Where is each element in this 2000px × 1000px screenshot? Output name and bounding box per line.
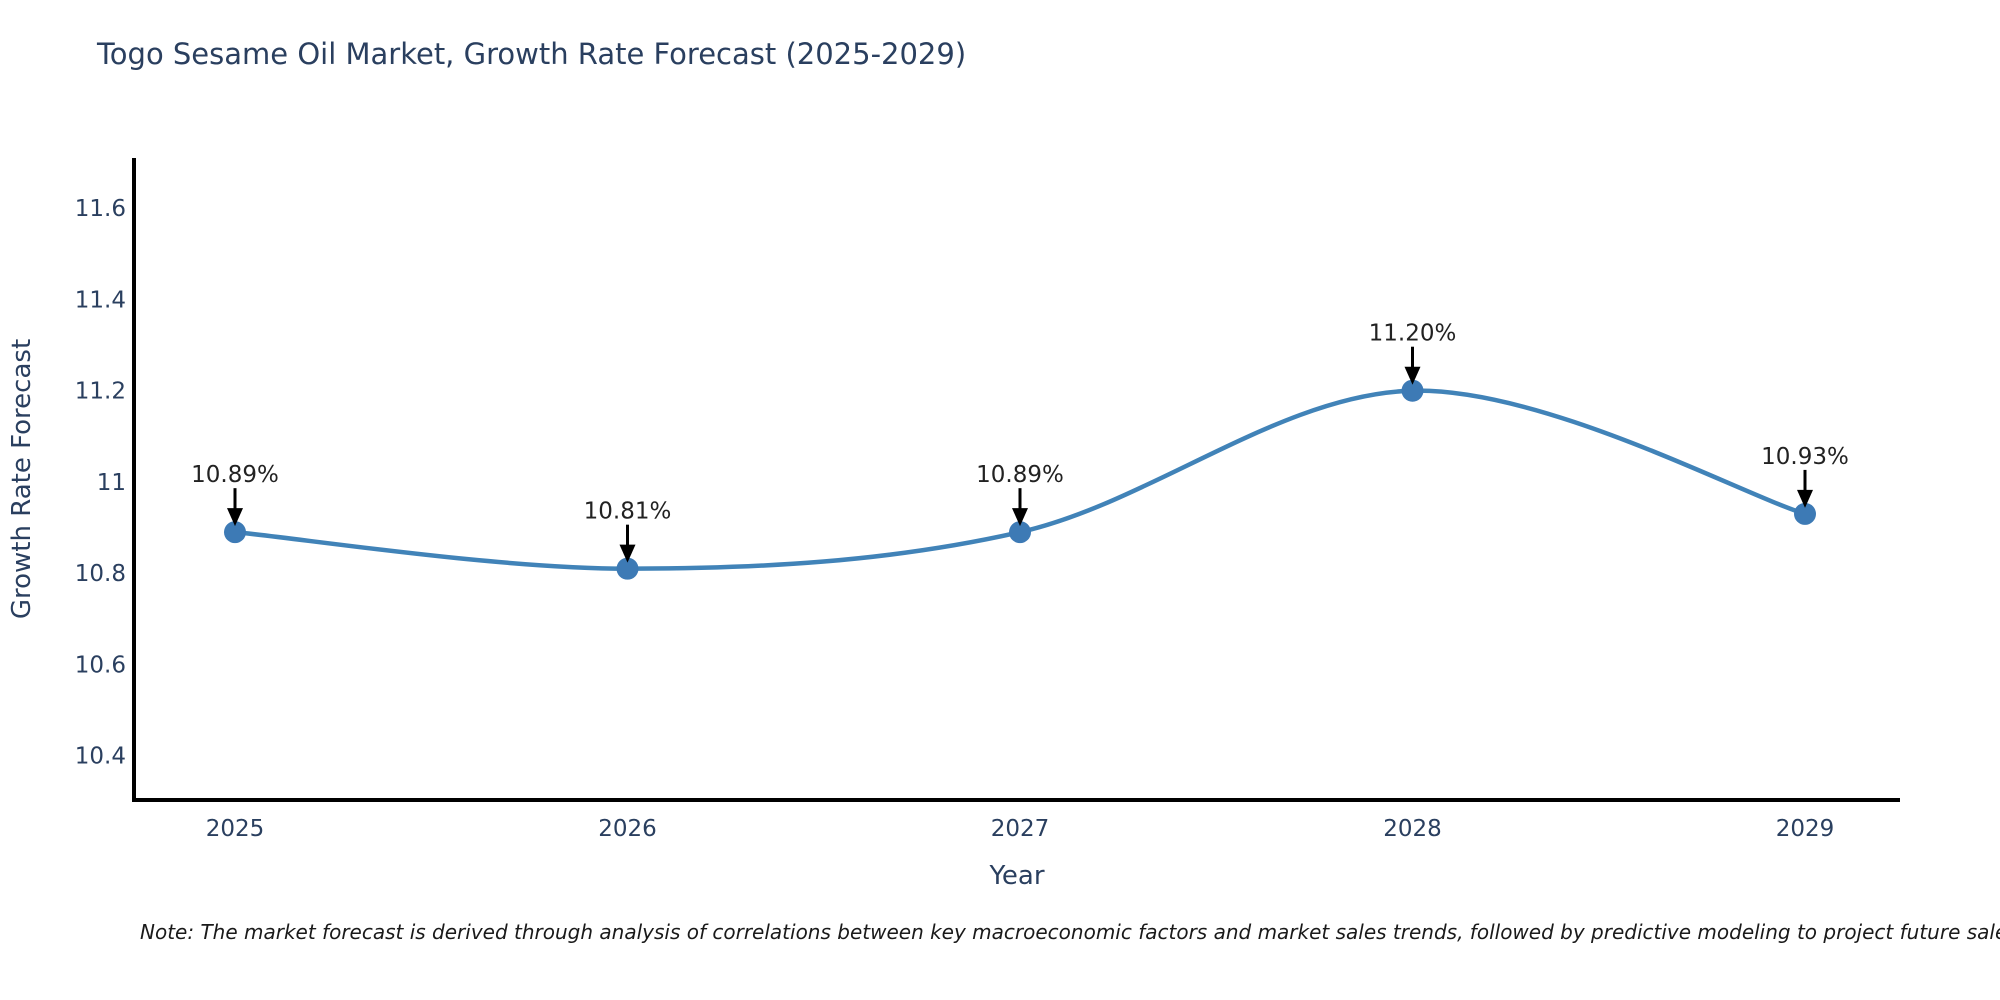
- x-tick-label: 2027: [991, 816, 1050, 842]
- chart-title: Togo Sesame Oil Market, Growth Rate Fore…: [97, 37, 967, 71]
- y-tick-label: 11.6: [75, 196, 126, 222]
- x-tick-label: 2029: [1776, 816, 1835, 842]
- annotation-arrowhead-icon: [1404, 366, 1421, 385]
- y-tick-label: 11: [97, 470, 126, 496]
- point-label-2028: 11.20%: [1369, 321, 1457, 347]
- data-point-2028: [1401, 379, 1424, 402]
- annotation-arrowhead-icon: [619, 544, 636, 563]
- y-tick-label: 10.8: [75, 561, 126, 587]
- x-axis-title: Year: [988, 861, 1044, 891]
- y-tick-label: 10.4: [75, 744, 126, 770]
- chart-footnote: Note: The market forecast is derived thr…: [140, 920, 2000, 944]
- x-tick-label: 2025: [206, 816, 265, 842]
- point-label-2029: 10.93%: [1761, 444, 1849, 470]
- x-tick-label: 2026: [598, 816, 657, 842]
- x-tick-label: 2028: [1383, 816, 1442, 842]
- point-label-2025: 10.89%: [191, 462, 279, 488]
- y-tick-label: 10.6: [75, 652, 126, 678]
- data-point-2025: [224, 521, 246, 544]
- annotation-arrowhead-icon: [1797, 489, 1813, 508]
- point-label-2026: 10.81%: [584, 499, 672, 525]
- annotation-arrowhead-icon: [227, 508, 243, 527]
- y-tick-label: 11.2: [75, 379, 126, 405]
- data-point-2029: [1794, 502, 1816, 525]
- data-point-2027: [1009, 521, 1031, 544]
- y-tick-label: 11.4: [75, 287, 126, 313]
- annotation-arrowhead-icon: [1012, 508, 1028, 527]
- y-axis-title: Growth Rate Forecast: [7, 339, 37, 619]
- data-point-2026: [616, 557, 639, 580]
- point-label-2027: 10.89%: [976, 462, 1064, 488]
